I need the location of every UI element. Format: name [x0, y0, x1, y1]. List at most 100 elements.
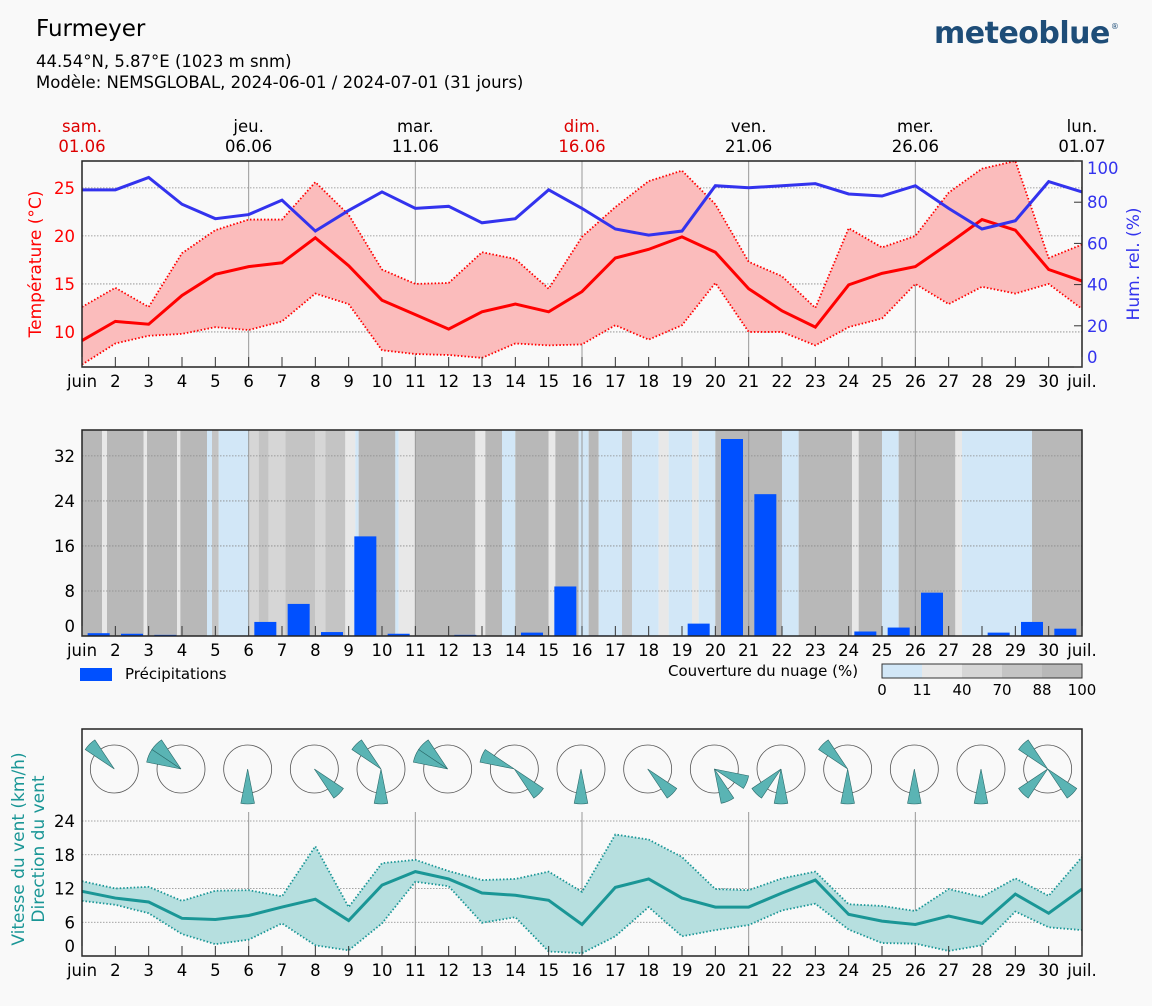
x-tick-label: 27	[938, 372, 959, 391]
x-tick-label: 13	[472, 961, 493, 980]
cloud-legend-swatch	[962, 664, 1002, 678]
precipitation-bar	[521, 632, 543, 636]
x-tick-label: 3	[143, 372, 154, 391]
cloud-cover-segment	[962, 430, 1032, 636]
x-tick-label: 16	[572, 641, 593, 660]
x-tick-label: 20	[705, 372, 726, 391]
weekday-label: dim.	[563, 117, 601, 136]
wind-direction-axis-label: Direction du vent	[29, 775, 49, 922]
wind-rose-circle	[289, 744, 339, 794]
x-tick-label: 12	[438, 641, 459, 660]
cloud-cover-segment	[107, 430, 144, 636]
cloud-legend-frame	[881, 663, 1083, 679]
wind-rose-sector	[479, 749, 515, 770]
x-tick-label: 23	[805, 372, 826, 391]
wind-rose-circle	[623, 744, 673, 794]
cloud-legend-tick: 0	[877, 681, 887, 699]
x-tick-label: 22	[772, 961, 793, 980]
x-tick-label: 11	[405, 961, 426, 980]
cloud-legend-tick: 40	[952, 681, 971, 699]
x-tick-label: juin	[66, 961, 97, 980]
wind-rose	[351, 739, 406, 805]
date-label: 01.07	[1058, 137, 1106, 156]
cloud-cover-segment	[548, 430, 556, 636]
cloud-cover-segment	[622, 430, 632, 636]
x-tick-label: juin	[66, 641, 97, 660]
x-tick-label: 13	[472, 641, 493, 660]
cloud-legend-swatch	[1002, 664, 1042, 678]
cloud-cover-segment	[1032, 430, 1082, 636]
x-tick-label: 9	[343, 372, 354, 391]
x-tick-label: 24	[838, 641, 859, 660]
temp-y-tick-label: 10	[54, 323, 75, 342]
cloud-cover-segment	[485, 430, 502, 636]
wind-rose-sector	[373, 768, 389, 805]
top-date-label: ven. 21.06	[709, 117, 789, 157]
x-tick-label: 23	[805, 961, 826, 980]
wind-rose-sector	[714, 768, 735, 804]
coordinates: 44.54°N, 5.87°E (1023 m snm)	[36, 52, 292, 71]
top-date-label: mar. 11.06	[375, 117, 455, 157]
humidity-y-tick-label: 40	[1087, 276, 1108, 295]
x-tick-label: 25	[872, 372, 893, 391]
precip-y-tick-label: 16	[54, 537, 75, 556]
cloud-cover-segment	[798, 430, 852, 636]
x-tick-label: 21	[738, 372, 759, 391]
wind-mean-line	[81, 870, 1083, 927]
precipitation-bar	[1054, 628, 1077, 636]
wind-rose	[689, 744, 750, 804]
temperature-range-band	[82, 161, 1082, 365]
precipitation-bar	[387, 633, 410, 636]
x-tick-label: 16	[572, 372, 593, 391]
precipitation-bar	[887, 627, 910, 636]
cloud-cover-segment	[658, 430, 669, 636]
x-tick-label: 18	[638, 372, 659, 391]
humidity-y-tick-label: 20	[1087, 317, 1108, 336]
date-label: 21.06	[725, 137, 773, 156]
x-tick-label: 19	[672, 372, 693, 391]
x-tick-label: 4	[177, 641, 188, 660]
weekday-label: mer.	[896, 117, 934, 136]
cloud-cover-segment	[882, 430, 899, 636]
cloud-cover-segment	[345, 430, 356, 636]
temp-y-tick-label: 20	[54, 227, 75, 246]
x-tick-label: 12	[438, 961, 459, 980]
x-tick-label: 2	[110, 372, 121, 391]
cloud-cover-segment	[415, 430, 476, 636]
x-tick-label: 16	[572, 961, 593, 980]
x-tick-label: 21	[738, 641, 759, 660]
date-label: 26.06	[891, 137, 939, 156]
meteoblue-logo[interactable]: meteoblue®	[934, 16, 1119, 51]
wind-rose-sector	[84, 739, 115, 770]
x-tick-label: 29	[1005, 372, 1026, 391]
cloud-legend-tick: 88	[1032, 681, 1051, 699]
x-tick-label: 14	[505, 961, 526, 980]
cloud-cover-segment	[258, 430, 269, 636]
cloud-cover-segment	[325, 430, 346, 636]
cloud-cover-segment	[598, 430, 622, 636]
wind-min-line	[81, 880, 1083, 955]
temperature-max-line	[81, 159, 1083, 310]
x-tick-label: 6	[243, 961, 254, 980]
location-title: Furmeyer	[36, 16, 146, 42]
humidity-y-tick-label: 80	[1087, 193, 1108, 212]
x-tick-label: 15	[538, 372, 559, 391]
logo-text: meteoblue	[934, 16, 1110, 51]
x-tick-label: 20	[705, 961, 726, 980]
x-tick-label: 7	[277, 372, 288, 391]
cloud-cover-segment	[177, 430, 181, 636]
x-tick-label: 29	[1005, 961, 1026, 980]
cloud-legend-tick: 11	[912, 681, 931, 699]
cloud-cover-segment	[147, 430, 177, 636]
x-tick-label: 29	[1005, 641, 1026, 660]
cloud-cover-segment	[668, 430, 692, 636]
x-tick-label: 3	[143, 961, 154, 980]
cloud-cover-segment	[268, 430, 286, 636]
wind-rose-sector	[1018, 768, 1048, 799]
temperature-axis-label: Température (°C)	[26, 191, 46, 339]
x-tick-label: 18	[638, 641, 659, 660]
top-date-label: mer. 26.06	[875, 117, 955, 157]
x-tick-label: 10	[372, 961, 393, 980]
temp-y-tick-label: 15	[54, 275, 75, 294]
x-tick-label: 18	[638, 961, 659, 980]
